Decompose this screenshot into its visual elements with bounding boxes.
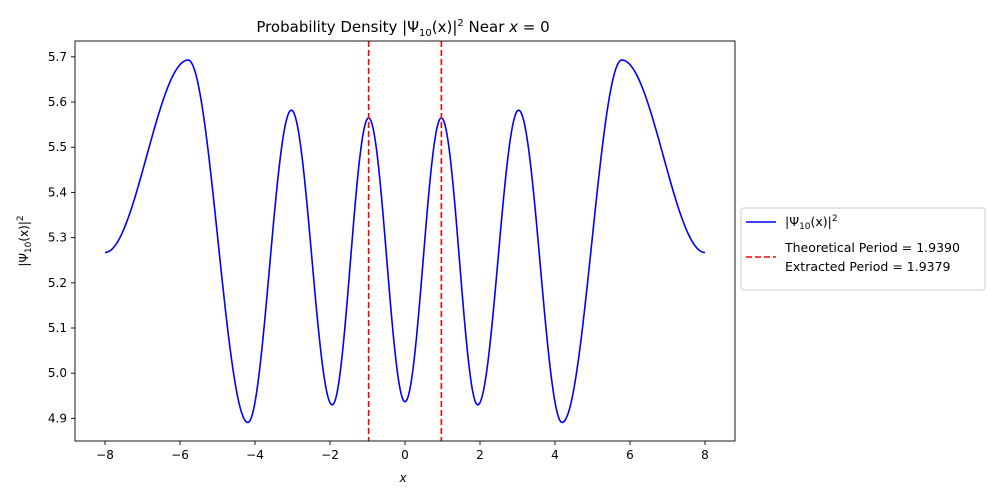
y-tick-label: 5.4	[48, 185, 67, 199]
x-tick-label: 0	[401, 448, 409, 462]
chart-title: Probability Density |Ψ10(x)|2 Near x = 0	[256, 18, 549, 39]
x-tick-label: −6	[171, 448, 189, 462]
x-tick-label: 6	[626, 448, 634, 462]
y-tick-label: 5.7	[48, 50, 67, 64]
x-tick-label: 8	[701, 448, 709, 462]
x-axis-label: x	[398, 471, 407, 485]
y-tick-label: 5.1	[48, 321, 67, 335]
x-tick-label: −4	[246, 448, 264, 462]
x-axis-ticks: −8 −6 −4 −2 0 2 4 6 8	[96, 441, 709, 462]
y-tick-label: 5.0	[48, 366, 67, 380]
legend-label-psi10: |Ψ10(x)|2	[785, 214, 838, 232]
x-tick-label: 2	[476, 448, 484, 462]
legend: |Ψ10(x)|2 Theoretical Period = 1.9390 Ex…	[740, 207, 986, 291]
legend-label-theoretical-period: Theoretical Period = 1.9390	[784, 240, 960, 255]
y-tick-label: 4.9	[48, 411, 67, 425]
y-tick-label: 5.2	[48, 276, 67, 290]
y-axis-label: |Ψ10(x)|2	[16, 215, 34, 266]
plot-content	[104, 41, 706, 441]
y-tick-label: 5.6	[48, 95, 67, 109]
y-axis-ticks: 4.9 5.0 5.1 5.2 5.3 5.4 5.5 5.6 5.7	[48, 50, 75, 425]
x-tick-label: 4	[551, 448, 559, 462]
vertical-lines	[367, 41, 443, 441]
y-tick-label: 5.5	[48, 140, 67, 154]
legend-box	[740, 207, 986, 291]
y-tick-label: 5.3	[48, 231, 67, 245]
x-tick-label: −2	[321, 448, 339, 462]
legend-label-extracted-period: Extracted Period = 1.9379	[785, 259, 951, 274]
x-tick-label: −8	[96, 448, 114, 462]
series-line-psi10	[104, 59, 706, 424]
